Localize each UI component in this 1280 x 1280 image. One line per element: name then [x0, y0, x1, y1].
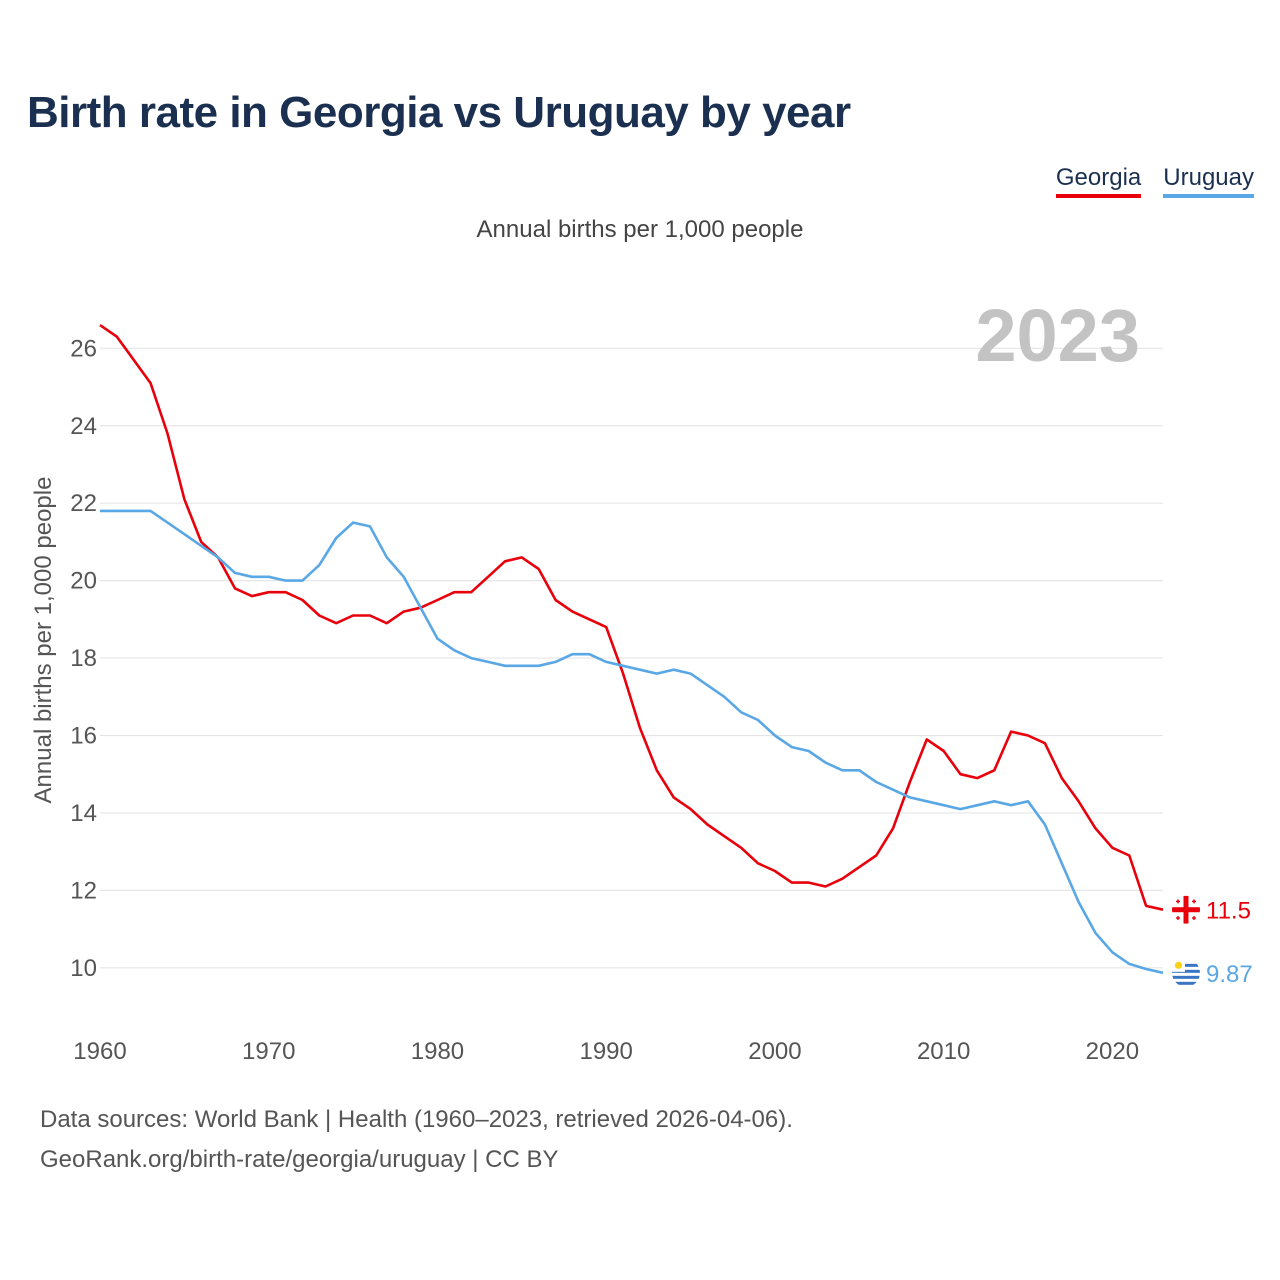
chart-title: Birth rate in Georgia vs Uruguay by year — [27, 88, 851, 137]
y-tick-label-20: 20 — [70, 568, 97, 595]
y-tick-label-26: 26 — [70, 335, 97, 362]
year-watermark: 2023 — [975, 294, 1140, 377]
y-axis-ticks: 10 12 14 16 18 20 22 24 26 — [70, 335, 97, 981]
data-source-text: Data sources: World Bank | Health (1960–… — [40, 1106, 793, 1133]
x-tick-label-2020: 2020 — [1086, 1038, 1139, 1065]
y-tick-label-18: 18 — [70, 645, 97, 672]
grid-layer — [100, 347, 1163, 969]
y-tick-label-16: 16 — [70, 722, 97, 749]
x-tick-label-1990: 1990 — [579, 1038, 632, 1065]
legend: Georgia Uruguay — [1055, 164, 1254, 198]
y-tick-label-10: 10 — [70, 955, 97, 982]
x-tick-label-2010: 2010 — [917, 1038, 970, 1065]
y-tick-label-24: 24 — [70, 413, 97, 440]
source-url-text: GeoRank.org/birth-rate/georgia/uruguay |… — [40, 1146, 559, 1173]
series-line-georgia — [99, 324, 1164, 911]
y-tick-label-14: 14 — [70, 800, 97, 827]
y-tick-label-12: 12 — [70, 877, 97, 904]
end-value-label-uruguay: 9.87 — [1206, 961, 1253, 988]
legend-item-uruguay[interactable]: Uruguay — [1163, 164, 1254, 198]
x-tick-label-2000: 2000 — [748, 1038, 801, 1065]
end-value-label-georgia: 11.5 — [1206, 898, 1251, 925]
x-tick-label-1960: 1960 — [73, 1038, 126, 1065]
uruguay-flag-icon — [1172, 958, 1200, 987]
line-chart: 10 12 14 16 18 20 22 24 26 1960 1970 1980 1990 2000 2… — [30, 294, 1253, 1065]
y-tick-label-22: 22 — [70, 490, 97, 517]
series-layer: 11.5 9.87 — [99, 324, 1253, 988]
x-axis-ticks: 1960 1970 1980 1990 2000 2010 2020 — [73, 1038, 1139, 1065]
x-tick-label-1980: 1980 — [411, 1038, 464, 1065]
series-line-uruguay — [100, 509, 1164, 975]
y-axis-label: Annual births per 1,000 people — [30, 477, 57, 804]
chart-subtitle: Annual births per 1,000 people — [476, 216, 804, 243]
x-tick-label-1970: 1970 — [242, 1038, 295, 1065]
legend-item-georgia[interactable]: Georgia — [1055, 164, 1142, 198]
georgia-flag-icon — [1172, 895, 1200, 924]
